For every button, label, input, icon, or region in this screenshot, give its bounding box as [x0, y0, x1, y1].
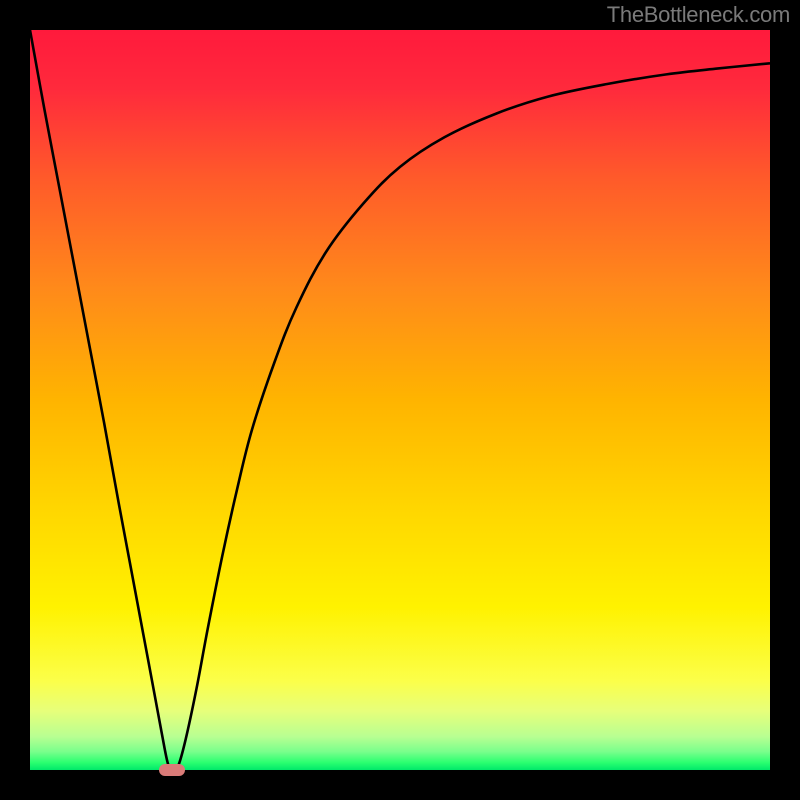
optimum-marker	[159, 764, 186, 776]
chart-frame: TheBottleneck.com	[0, 0, 800, 800]
watermark-text: TheBottleneck.com	[607, 2, 790, 28]
curve-path	[30, 30, 770, 770]
bottleneck-curve	[30, 30, 770, 770]
plot-area	[30, 30, 770, 770]
